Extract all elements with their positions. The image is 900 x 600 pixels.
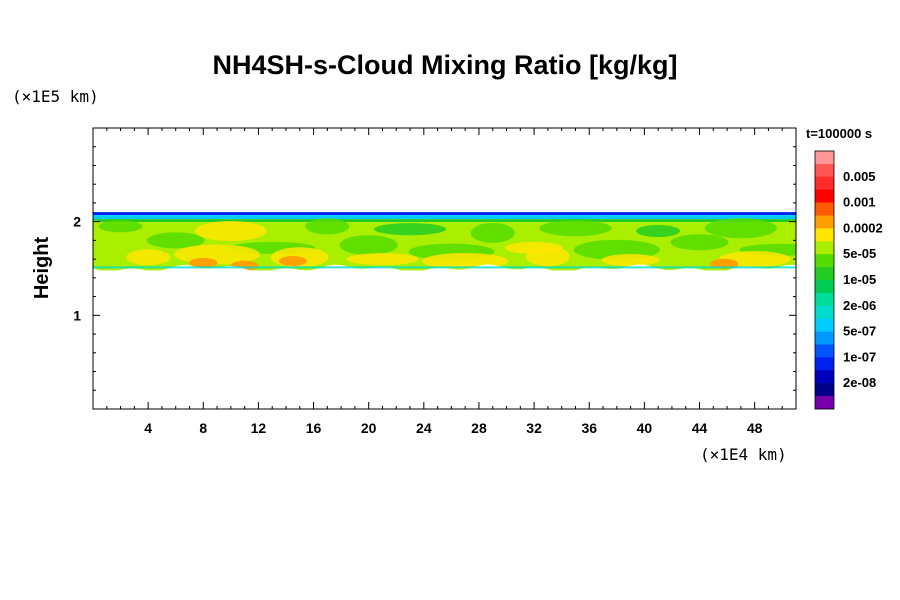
cloud-structure-10: [539, 220, 612, 237]
y-axis-ticks: 12: [73, 146, 796, 391]
cloud-structure-5: [339, 235, 398, 256]
colorbar-swatch-7: [815, 241, 834, 255]
plot-frame: [92, 127, 797, 410]
x-tick-label-8: 36: [581, 420, 597, 436]
x-tick-label-7: 32: [526, 420, 542, 436]
colorbar-swatch-1: [815, 163, 834, 178]
x-tick-label-11: 48: [747, 420, 763, 436]
colorbar-swatch-4: [815, 202, 834, 216]
colorbar-swatch-9: [815, 267, 834, 281]
x-tick-label-5: 24: [416, 420, 432, 436]
cloud-structure-1: [146, 232, 205, 249]
colorbar-label-15: 1e-07: [843, 349, 876, 364]
cloud-structure-14: [704, 218, 777, 239]
cloud-structure-21: [601, 254, 660, 267]
colorbar-label-17: 2e-08: [843, 375, 876, 390]
x-tick-label-0: 4: [144, 420, 152, 436]
cloud-hotspot-0: [189, 257, 218, 268]
cloud-structure-12: [636, 225, 681, 238]
cloud-structure-0: [98, 220, 143, 233]
cloud-hotspot-1: [278, 256, 307, 267]
cloud-structure-6: [374, 223, 447, 236]
cloud-top-transition: [93, 215, 796, 220]
colorbar-swatch-15: [815, 344, 834, 358]
colorbar-label-11: 2e-06: [843, 298, 876, 313]
colorbar-swatch-10: [815, 280, 834, 294]
cloud-structure-13: [670, 234, 729, 251]
x-tick-label-3: 16: [306, 420, 322, 436]
x-tick-label-9: 40: [637, 420, 653, 436]
x-tick-label-10: 44: [692, 420, 708, 436]
colorbar-label-7: 5e-05: [843, 246, 876, 261]
cloud-bottom-edge: [93, 264, 796, 279]
cloud-hotspot-2: [710, 258, 739, 269]
colorbar: 0.005 0.001 0.0002 5e-05 1e-05 2e-06 5e-07 1e-0…: [814, 150, 883, 410]
colorbar-swatch-17: [815, 370, 834, 384]
colorbar-swatch-2: [815, 176, 834, 190]
time-label: t=100000 s: [806, 126, 872, 141]
x-tick-label-4: 20: [361, 420, 377, 436]
x-axis-ticks: 4 8 12 16 20 24 28 32 36 40 44 48: [106, 128, 783, 436]
y-axis-unit: (×1E5 km): [12, 87, 99, 106]
colorbar-swatch-6: [815, 228, 834, 242]
colorbar-swatch-5: [815, 215, 834, 229]
y-tick-label-0: 1: [73, 307, 81, 323]
chart-title: NH4SH-s-Cloud Mixing Ratio [kg/kg]: [213, 50, 678, 80]
colorbar-label-9: 1e-05: [843, 272, 876, 287]
y-axis-label: Height: [31, 237, 53, 300]
colorbar-swatch-13: [815, 318, 834, 332]
colorbar-swatch-19: [815, 396, 834, 410]
colorbar-swatch-16: [815, 357, 834, 371]
cloud-top-green: [93, 219, 796, 223]
cloud-layer: [93, 212, 796, 279]
colorbar-swatch-14: [815, 331, 834, 345]
y-tick-label-1: 2: [73, 214, 81, 230]
x-tick-label-6: 28: [471, 420, 487, 436]
cloud-structure-18: [346, 253, 419, 266]
colorbar-label-1: 0.005: [843, 169, 876, 184]
x-tick-label-1: 8: [199, 420, 207, 436]
colorbar-swatch-0: [815, 151, 834, 165]
colorbar-swatch-11: [815, 292, 834, 307]
cloud-structure-16: [126, 249, 171, 266]
colorbar-label-13: 5e-07: [843, 324, 876, 339]
colorbar-swatch-12: [815, 305, 834, 319]
cloud-structure-20: [525, 246, 570, 267]
cloud-structure-4: [305, 218, 350, 235]
colorbar-swatch-18: [815, 383, 834, 397]
colorbar-label-5: 0.0002: [843, 220, 883, 235]
cloud-bottom-transition: [93, 266, 796, 269]
colorbar-frame: [814, 150, 835, 410]
cloud-structure-2: [194, 221, 267, 242]
x-tick-label-2: 12: [251, 420, 267, 436]
colorbar-label-3: 0.001: [843, 195, 876, 210]
colorbar-swatch-3: [815, 189, 834, 203]
colorbar-swatch-8: [815, 254, 834, 268]
x-axis-unit: (×1E4 km): [700, 445, 787, 464]
cloud-structure-8: [470, 222, 515, 243]
cloud-top-edge: [93, 212, 796, 216]
